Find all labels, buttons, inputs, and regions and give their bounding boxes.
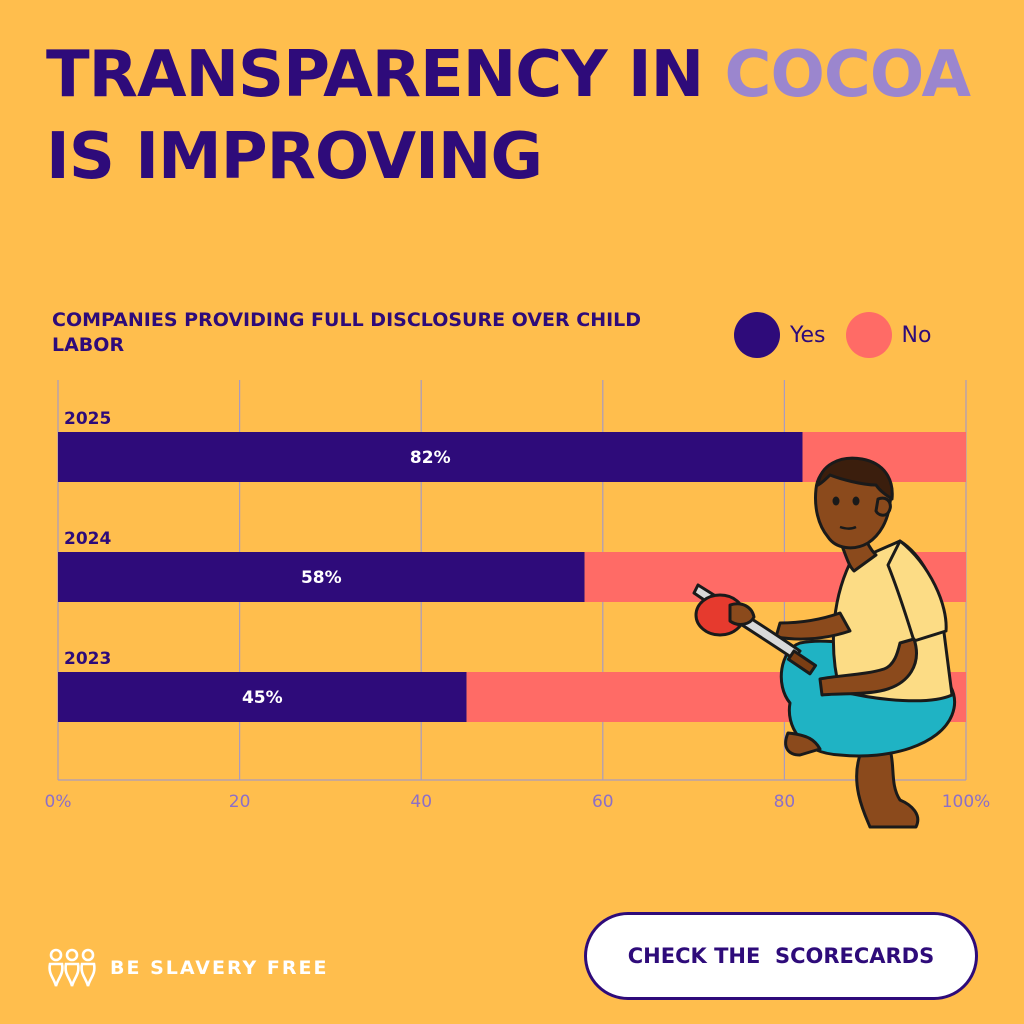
legend-swatch-no xyxy=(845,312,892,358)
brand-name: BE SLAVERY FREE xyxy=(110,957,329,979)
legend-label-no: No xyxy=(901,322,932,348)
x-tick-label: 20 xyxy=(229,792,251,812)
bar-yes-2024 xyxy=(58,552,585,602)
legend-item-no: No xyxy=(845,312,932,358)
x-tick-label: 100% xyxy=(942,792,991,812)
title-part2: IS IMPROVING xyxy=(46,120,543,194)
x-tick-label: 40 xyxy=(410,792,432,812)
data-label: 82% xyxy=(410,448,451,468)
bar-chart: 0% 20 40 60 80 100% 2025 82% 2024 58% 2023 45% xyxy=(45,380,991,812)
x-tick-label: 0% xyxy=(45,792,72,812)
legend-swatch-yes xyxy=(734,312,780,358)
boy-cutting-cocoa-pod-illustration xyxy=(692,456,956,829)
check-scorecards-button[interactable]: CHECK THE SCORECARDS xyxy=(584,912,978,1000)
chart-title: COMPANIES PROVIDING FULL DISCLOSURE OVER… xyxy=(52,309,642,356)
title-highlight: COCOA xyxy=(724,38,972,112)
x-tick-label: 60 xyxy=(592,792,614,812)
bar-yes-2023 xyxy=(58,672,467,722)
legend-label-yes: Yes xyxy=(790,322,826,348)
category-label: 2023 xyxy=(64,649,111,669)
chart-legend: Yes No xyxy=(734,312,931,358)
page-title: TRANSPARENCY IN COCOA IS IMPROVING xyxy=(46,34,1006,198)
brand-logo: BE SLAVERY FREE xyxy=(46,948,329,988)
x-tick-label: 80 xyxy=(774,792,796,812)
title-part1: TRANSPARENCY IN xyxy=(46,38,725,112)
category-label: 2025 xyxy=(64,409,111,429)
data-label: 58% xyxy=(301,568,342,588)
people-logo-icon xyxy=(48,948,96,987)
data-label: 45% xyxy=(242,688,283,708)
category-label: 2024 xyxy=(64,529,111,549)
bar-yes-2025 xyxy=(58,432,803,482)
legend-item-yes: Yes xyxy=(734,312,826,358)
